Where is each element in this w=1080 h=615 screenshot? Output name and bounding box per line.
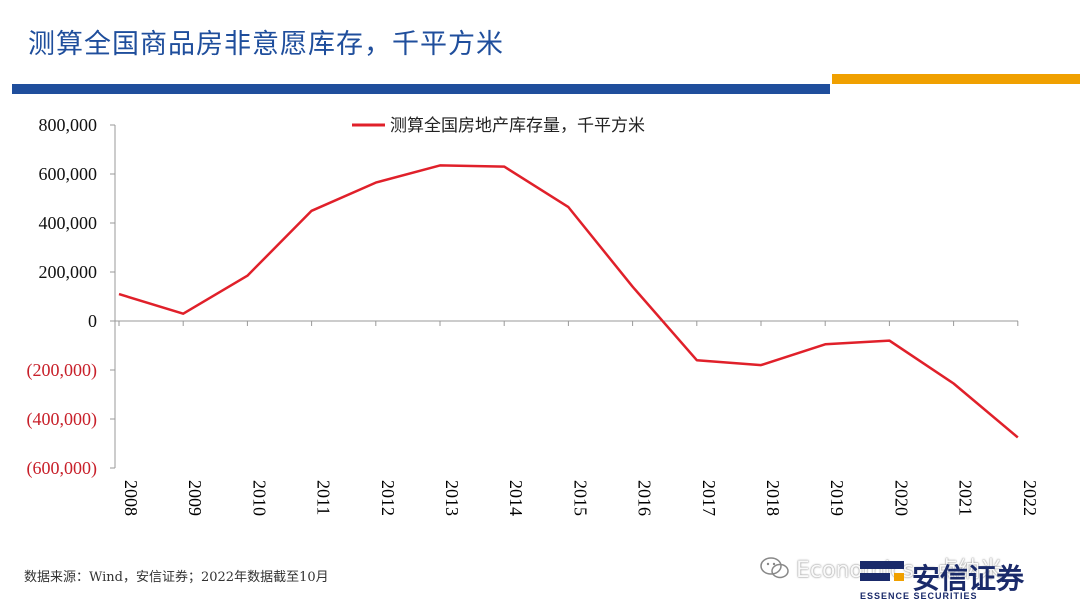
y-tick-label: (600,000) <box>27 458 98 479</box>
x-tick-label: 2017 <box>699 480 719 516</box>
x-tick-label: 2018 <box>763 480 783 516</box>
y-tick-label: 0 <box>88 311 97 331</box>
x-tick-label: 2012 <box>378 480 398 516</box>
source-note: 数据来源：Wind，安信证券；2022年数据截至10月 <box>24 570 329 585</box>
x-tick-label: 2008 <box>121 480 141 516</box>
y-tick-label: (200,000) <box>27 360 98 381</box>
logo-english-name: ESSENCE SECURITIES <box>860 591 978 601</box>
header-bar-blue <box>12 84 830 94</box>
x-tick-label: 2014 <box>506 480 526 516</box>
x-tick-label: 2009 <box>185 480 205 516</box>
y-tick-label: 200,000 <box>39 262 98 282</box>
header-bar-orange <box>832 74 1080 84</box>
x-tick-label: 2021 <box>956 480 976 516</box>
y-tick-label: 400,000 <box>39 213 98 233</box>
x-tick-label: 2010 <box>249 480 269 516</box>
x-tick-label: 2011 <box>314 480 334 515</box>
page-title: 测算全国商品房非意愿库存，千平方米 <box>28 29 504 60</box>
y-tick-label: (400,000) <box>27 409 98 430</box>
wechat-icon <box>760 557 789 579</box>
logo-mark-icon <box>860 561 904 581</box>
x-tick-label: 2020 <box>891 480 911 516</box>
y-tick-label: 600,000 <box>39 164 98 184</box>
legend-label: 测算全国房地产库存量，千平方米 <box>390 116 645 136</box>
line-chart: 800,000 600,000 400,000 200,000 0 (200,000) (4… <box>27 115 1040 516</box>
y-tick-label: 800,000 <box>39 115 98 135</box>
x-tick-label: 2016 <box>635 480 655 516</box>
x-tick-label: 2015 <box>570 480 590 516</box>
x-tick-label: 2019 <box>827 480 847 516</box>
x-tick-label: 2022 <box>1020 480 1040 516</box>
logo-chinese-name: 安信证券 <box>912 562 1025 595</box>
company-logo: 安信证券 ESSENCE SECURITIES <box>860 555 1060 607</box>
series-line <box>118 164 1019 439</box>
x-tick-label: 2013 <box>442 480 462 516</box>
